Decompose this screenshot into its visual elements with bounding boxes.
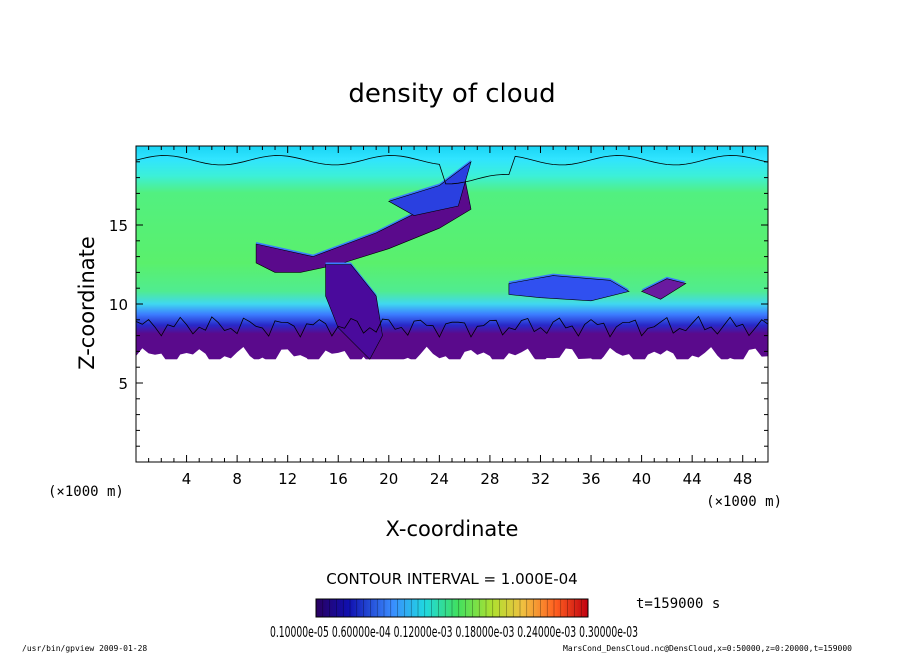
y-tick-label: 5 (118, 375, 128, 393)
x-tick-label: 32 (531, 470, 550, 488)
x-tick-label: 44 (683, 470, 702, 488)
x-unit-label: (×1000 m) (706, 494, 782, 510)
cloud-feature (508, 275, 630, 302)
x-tick-label: 48 (733, 470, 752, 488)
footer-left: /usr/bin/gpview 2009-01-28 (22, 644, 147, 653)
x-tick-label: 40 (632, 470, 651, 488)
contour-line (136, 155, 768, 185)
x-tick-label: 16 (329, 470, 348, 488)
y-tick-label: 15 (109, 217, 128, 235)
colorbar-labels: 0.10000e-05 0.60000e-04 0.12000e-03 0.18… (270, 623, 638, 641)
x-axis-label: X-coordinate (386, 517, 519, 541)
contour-interval: CONTOUR INTERVAL = 1.000E-04 (326, 570, 577, 588)
cloud-feature (255, 177, 472, 273)
y-tick-label: 10 (109, 296, 128, 314)
x-tick-label: 28 (480, 470, 499, 488)
x-tick-label: 8 (232, 470, 242, 488)
y-unit-label: (×1000 m) (48, 484, 124, 500)
contour-line (136, 315, 768, 338)
x-tick-label: 24 (430, 470, 449, 488)
x-tick-label: 12 (278, 470, 297, 488)
clear-region (136, 346, 768, 462)
plot-area (136, 146, 768, 462)
x-tick-label: 4 (182, 470, 192, 488)
x-tick-label: 20 (379, 470, 398, 488)
cloud-feature (388, 161, 472, 216)
x-tick-label: 36 (581, 470, 600, 488)
time-label: t=159000 s (636, 596, 720, 612)
chart-title: density of cloud (348, 79, 555, 109)
y-axis-label: Z-coordinate (75, 236, 99, 370)
cloud-feature (325, 264, 383, 360)
colorbar-ticks (322, 599, 582, 617)
footer-right: MarsCond_DensCloud.nc@DensCloud,x=0:5000… (563, 644, 852, 653)
cloud-feature (640, 278, 687, 300)
